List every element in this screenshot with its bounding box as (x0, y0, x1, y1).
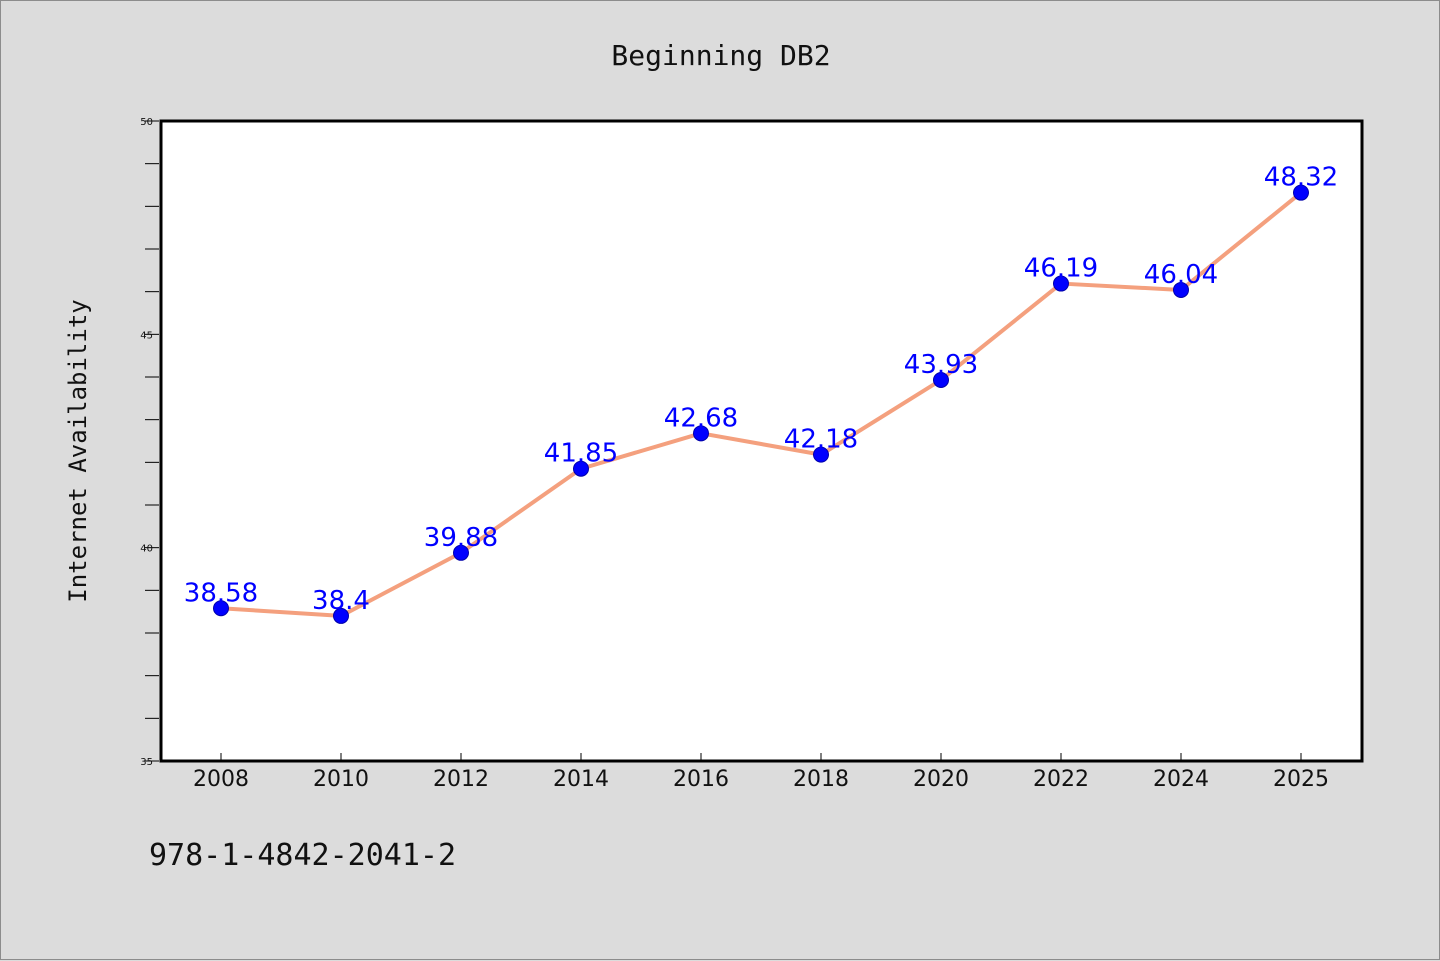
x-tick-label: 2012 (433, 767, 489, 792)
plot-area (161, 121, 1362, 761)
data-label: 43.93 (904, 350, 978, 380)
x-tick-labels: 2008 2010 2012 2014 2016 2018 2020 2022 2024 2025 (193, 767, 1329, 792)
data-label: 48.32 (1264, 163, 1338, 193)
data-label: 46.04 (1144, 260, 1218, 290)
x-tick-label: 2025 (1273, 767, 1329, 792)
y-tick-label: 50 (140, 117, 153, 128)
x-tick-label: 2008 (193, 767, 249, 792)
x-tick-label: 2014 (553, 767, 609, 792)
data-label: 42.18 (784, 425, 858, 455)
y-minor-ticks (145, 121, 159, 761)
data-label: 46.19 (1024, 254, 1098, 284)
y-tick-label: 35 (140, 757, 153, 768)
y-tick-label: 45 (140, 330, 153, 341)
isbn-footer: 978-1-4842-2041-2 (149, 838, 456, 873)
x-tick-label: 2018 (793, 767, 849, 792)
data-label: 38.4 (312, 586, 370, 616)
x-tick-label: 2024 (1153, 767, 1209, 792)
x-tick-label: 2022 (1033, 767, 1089, 792)
x-tick-label: 2016 (673, 767, 729, 792)
data-label: 39.88 (424, 523, 498, 553)
data-label: 41.85 (544, 439, 618, 469)
y-tick-label: 40 (140, 544, 153, 555)
chart-title: Beginning DB2 (611, 39, 830, 72)
y-axis-label: Internet Availability (64, 299, 92, 602)
data-label: 38.58 (184, 578, 258, 608)
data-label: 42.68 (664, 403, 738, 433)
x-tick-label: 2020 (913, 767, 969, 792)
x-tick-label: 2010 (313, 767, 369, 792)
y-tick-labels: 35 40 45 50 (140, 117, 153, 768)
